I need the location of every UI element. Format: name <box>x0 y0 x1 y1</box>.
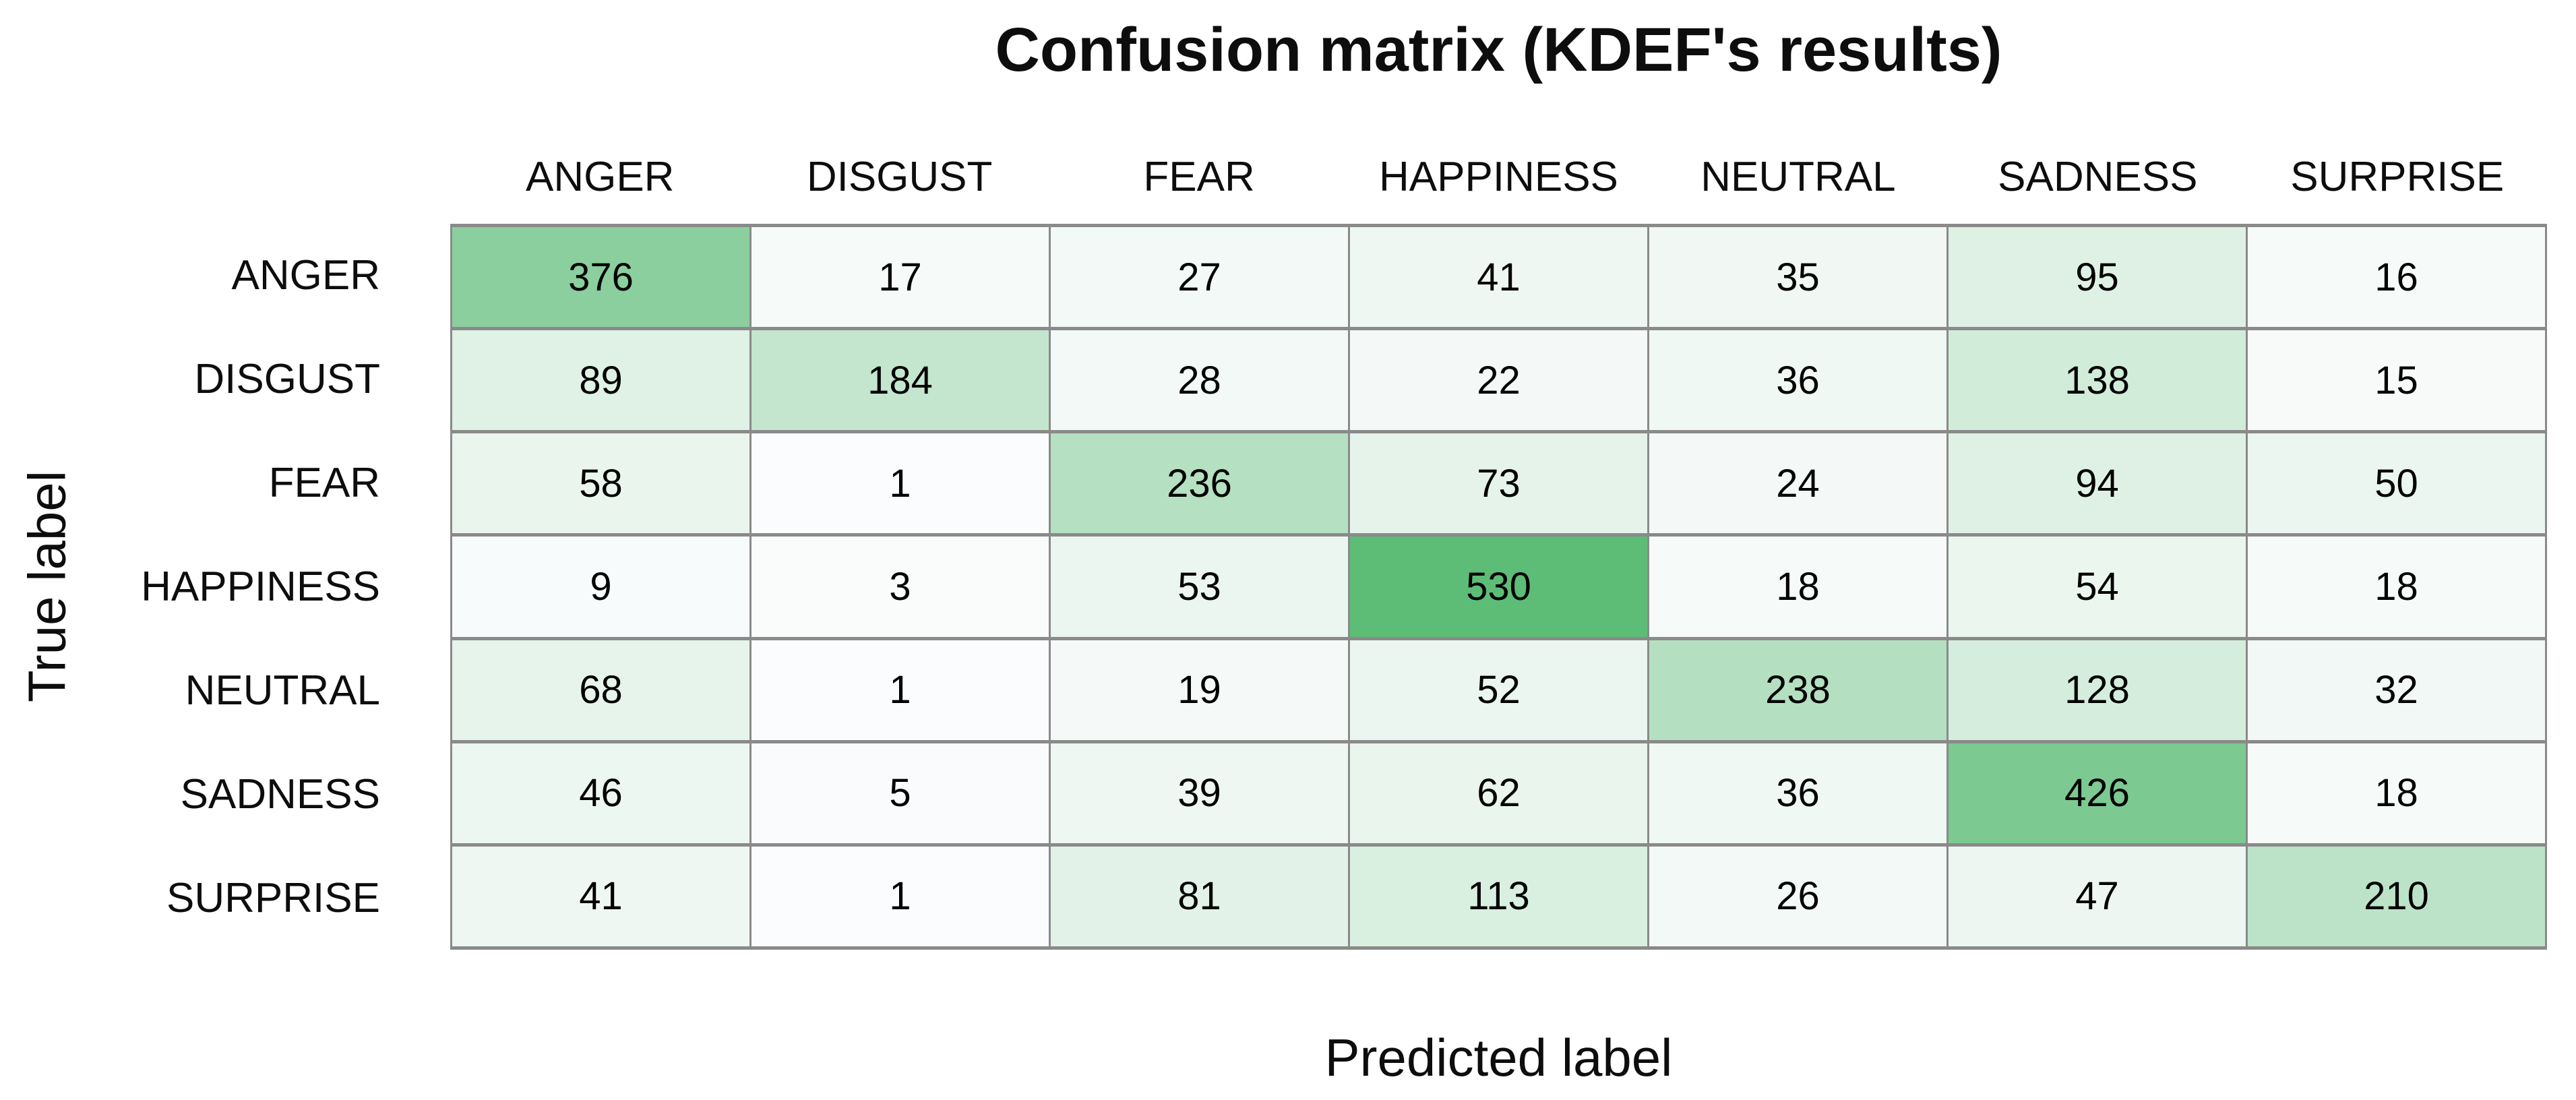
row-label: SADNESS <box>180 770 380 818</box>
column-header: SURPRISE <box>2290 153 2505 200</box>
matrix-row: 58 1 236 73 24 94 50 <box>450 430 2547 537</box>
row-label: FEAR <box>268 460 380 507</box>
matrix-cell: 73 <box>1348 430 1649 537</box>
matrix-cell: 24 <box>1647 430 1949 537</box>
matrix-cell: 53 <box>1049 533 1350 640</box>
matrix-cell: 36 <box>1647 327 1949 434</box>
matrix-cell: 376 <box>450 223 752 331</box>
matrix-row: 9 3 53 530 18 54 18 <box>450 533 2547 640</box>
matrix-cell: 426 <box>1946 739 2248 847</box>
matrix-cell: 5 <box>749 739 1051 847</box>
confusion-matrix-table: 376 17 27 41 35 95 16 89 184 28 22 36 138 15 58 1 236 73 2… <box>450 223 2547 950</box>
matrix-cell: 1 <box>749 636 1051 743</box>
row-label: HAPPINESS <box>141 563 380 610</box>
matrix-cell: 16 <box>2246 223 2547 331</box>
chart-title: Confusion matrix (KDEF's results) <box>995 16 2002 84</box>
matrix-cell: 18 <box>2246 533 2547 640</box>
matrix-cell: 210 <box>2246 843 2547 950</box>
matrix-cell: 18 <box>2246 739 2547 847</box>
column-header: DISGUST <box>806 153 993 200</box>
matrix-cell: 68 <box>450 636 752 743</box>
column-header: FEAR <box>1143 153 1255 200</box>
row-label: DISGUST <box>194 356 380 403</box>
matrix-cell: 1 <box>749 430 1051 537</box>
column-header: NEUTRAL <box>1700 153 1896 200</box>
y-axis-label: True label <box>17 470 77 703</box>
matrix-cell: 184 <box>749 327 1051 434</box>
matrix-cell: 41 <box>450 843 752 950</box>
matrix-cell: 3 <box>749 533 1051 640</box>
matrix-cell: 95 <box>1946 223 2248 331</box>
x-axis-label: Predicted label <box>1324 1028 1673 1087</box>
matrix-cell: 89 <box>450 327 752 434</box>
matrix-cell: 28 <box>1049 327 1350 434</box>
matrix-cell: 236 <box>1049 430 1350 537</box>
matrix-cell: 128 <box>1946 636 2248 743</box>
matrix-cell: 58 <box>450 430 752 537</box>
matrix-cell: 81 <box>1049 843 1350 950</box>
column-header: SADNESS <box>1998 153 2198 200</box>
matrix-cell: 47 <box>1946 843 2248 950</box>
matrix-cell: 41 <box>1348 223 1649 331</box>
matrix-cell: 54 <box>1946 533 2248 640</box>
matrix-row: 89 184 28 22 36 138 15 <box>450 327 2547 434</box>
matrix-row: 41 1 81 113 26 47 210 <box>450 843 2547 950</box>
row-label: ANGER <box>231 252 380 299</box>
row-label: SURPRISE <box>166 874 380 921</box>
matrix-cell: 9 <box>450 533 752 640</box>
matrix-cell: 36 <box>1647 739 1949 847</box>
matrix-cell: 46 <box>450 739 752 847</box>
matrix-cell: 27 <box>1049 223 1350 331</box>
matrix-row: 68 1 19 52 238 128 32 <box>450 636 2547 743</box>
matrix-cell: 32 <box>2246 636 2547 743</box>
matrix-row: 376 17 27 41 35 95 16 <box>450 223 2547 331</box>
matrix-cell: 26 <box>1647 843 1949 950</box>
column-headers: ANGER DISGUST FEAR HAPPINESS NEUTRAL SADNESS S… <box>450 137 2547 216</box>
matrix-cell: 18 <box>1647 533 1949 640</box>
matrix-cell: 22 <box>1348 327 1649 434</box>
row-labels: ANGER DISGUST FEAR HAPPINESS NEUTRAL SADNESS S… <box>0 224 415 950</box>
matrix-cell: 238 <box>1647 636 1949 743</box>
matrix-cell: 1 <box>749 843 1051 950</box>
matrix-cell: 35 <box>1647 223 1949 331</box>
row-label: NEUTRAL <box>185 667 380 714</box>
matrix-cell: 138 <box>1946 327 2248 434</box>
matrix-cell: 15 <box>2246 327 2547 434</box>
matrix-cell: 62 <box>1348 739 1649 847</box>
matrix-cell: 94 <box>1946 430 2248 537</box>
matrix-cell: 113 <box>1348 843 1649 950</box>
column-header: ANGER <box>525 153 675 200</box>
matrix-cell: 39 <box>1049 739 1350 847</box>
matrix-cell: 50 <box>2246 430 2547 537</box>
matrix-cell: 52 <box>1348 636 1649 743</box>
column-header: HAPPINESS <box>1379 153 1618 200</box>
matrix-row: 46 5 39 62 36 426 18 <box>450 739 2547 847</box>
matrix-cell: 19 <box>1049 636 1350 743</box>
matrix-cell: 530 <box>1348 533 1649 640</box>
matrix-cell: 17 <box>749 223 1051 331</box>
